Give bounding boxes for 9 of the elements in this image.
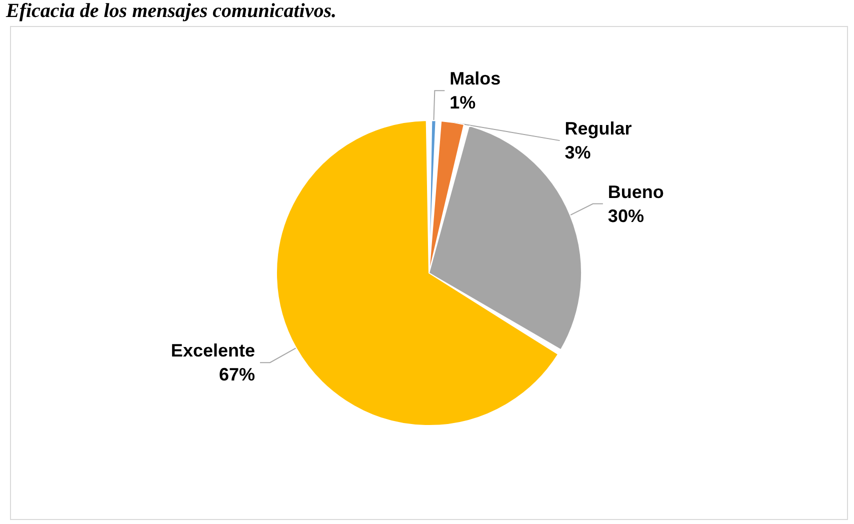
data-label: 30%: [608, 206, 644, 226]
data-label: 1%: [450, 92, 476, 113]
slice-label: Malos: [450, 68, 501, 89]
data-label: 67%: [218, 364, 255, 385]
slice-label: Excelente: [170, 340, 255, 361]
chart-title: Eficacia de los mensajes comunicativos.: [6, 0, 337, 23]
data-label: 3%: [564, 142, 591, 163]
slice-label: Regular: [564, 118, 632, 139]
slice-label: Bueno: [608, 182, 664, 202]
